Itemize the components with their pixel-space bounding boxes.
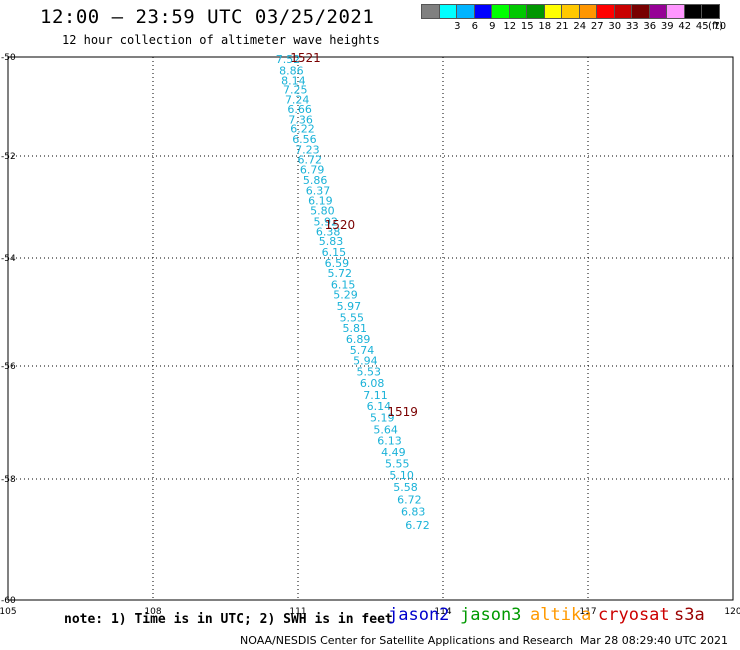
swh-point-label: 5.81 bbox=[342, 322, 367, 335]
swh-point-label: 6.56 bbox=[292, 133, 317, 146]
swh-point-label: 5.53 bbox=[356, 366, 381, 379]
y-tick-label: -60 bbox=[1, 596, 16, 606]
x-tick-label: 108 bbox=[144, 607, 161, 617]
x-tick-label: 105 bbox=[0, 607, 17, 617]
legend-cryosat: cryosat bbox=[598, 605, 670, 625]
scale-label: 70 bbox=[713, 21, 727, 32]
x-tick-label: 117 bbox=[579, 607, 596, 617]
scale-label: 36 bbox=[643, 21, 657, 32]
scale-label: 6 bbox=[471, 21, 478, 32]
swh-point-label: 6.08 bbox=[360, 377, 385, 390]
time-label: 1519 bbox=[387, 405, 418, 419]
swh-point-label: 6.72 bbox=[397, 494, 422, 507]
swh-point-label: 5.29 bbox=[333, 289, 358, 302]
swh-point-label: 6.83 bbox=[401, 506, 426, 519]
chart-subtitle: 12 hour collection of altimeter wave hei… bbox=[62, 33, 380, 47]
swh-point-label: 5.55 bbox=[385, 458, 410, 471]
scale-label: 12 bbox=[503, 21, 517, 32]
x-tick-label: 114 bbox=[434, 607, 451, 617]
swh-point-label: 5.92 bbox=[313, 215, 338, 228]
time-label: 1521 bbox=[290, 51, 321, 65]
credit-line: NOAA/NESDIS Center for Satellite Applica… bbox=[240, 634, 574, 647]
swh-point-label: 5.10 bbox=[389, 469, 414, 482]
swh-point-label: 5.72 bbox=[327, 267, 352, 280]
x-tick-label: 111 bbox=[289, 607, 306, 617]
scale-label: 18 bbox=[538, 21, 552, 32]
swh-point-label: 6.79 bbox=[300, 163, 325, 176]
swh-point-label: 6.66 bbox=[287, 103, 312, 116]
swh-point-label: 8.86 bbox=[279, 64, 304, 77]
swh-point-label: 7.11 bbox=[363, 389, 388, 402]
y-tick-label: -54 bbox=[1, 254, 16, 264]
swh-point-label: 6.72 bbox=[405, 519, 430, 532]
swh-point-label: 5.74 bbox=[350, 344, 375, 357]
swh-point-label: 6.37 bbox=[306, 185, 331, 198]
legend-s3a: s3a bbox=[674, 605, 705, 625]
legend-jason3: jason3 bbox=[460, 605, 522, 625]
wave-height-color-scale: 3 6 9 12 15 18 21 24 27 30 33 36 39 42 45 70 (ft) bbox=[421, 4, 731, 34]
plot-frame bbox=[7, 56, 734, 601]
swh-point-label: 7.23 bbox=[295, 144, 320, 157]
swh-point-label: 4.49 bbox=[381, 446, 406, 459]
scale-label: 30 bbox=[608, 21, 622, 32]
swh-point-label: 6.22 bbox=[290, 122, 315, 135]
swh-point-label: 5.94 bbox=[353, 355, 378, 368]
footer-note: note: 1) Time is in UTC; 2) SWH is in fe… bbox=[64, 612, 393, 627]
swh-point-label: 6.72 bbox=[298, 154, 323, 167]
scale-label: 33 bbox=[625, 21, 639, 32]
swh-point-label: 6.19 bbox=[308, 194, 333, 207]
x-tick-label: 120 bbox=[724, 607, 740, 617]
scale-label: 24 bbox=[573, 21, 587, 32]
swh-point-label: 5.58 bbox=[393, 481, 418, 494]
swh-point-label: 6.15 bbox=[322, 246, 347, 259]
swh-point-label: 8.14 bbox=[281, 74, 306, 87]
swh-point-label: 5.97 bbox=[337, 300, 362, 313]
swh-point-label: 5.83 bbox=[319, 235, 344, 248]
chart-title: 12:00 – 23:59 UTC 03/25/2021 bbox=[40, 6, 375, 28]
swh-point-label: 5.64 bbox=[373, 423, 398, 436]
swh-point-label: 7.24 bbox=[285, 94, 310, 107]
swh-point-label: 5.19 bbox=[370, 411, 395, 424]
scale-label: 42 bbox=[678, 21, 692, 32]
swh-point-label: 7.25 bbox=[283, 84, 308, 97]
scale-label: 39 bbox=[660, 21, 674, 32]
scale-label: 9 bbox=[489, 21, 496, 32]
time-label: 1520 bbox=[325, 218, 356, 232]
swh-point-label: 7.36 bbox=[288, 113, 313, 126]
swh-point-label: 7.52 bbox=[276, 53, 301, 66]
y-tick-label: -56 bbox=[1, 362, 16, 372]
generation-timestamp: Mar 28 08:29:40 UTC 2021 bbox=[580, 634, 728, 647]
scale-unit: (ft) bbox=[708, 21, 724, 32]
legend-jason2: jason2 bbox=[388, 605, 450, 625]
scale-swatch bbox=[701, 4, 720, 19]
y-tick-label: -50 bbox=[1, 53, 16, 63]
scale-label: 15 bbox=[520, 21, 534, 32]
legend-altika: altika bbox=[530, 605, 592, 625]
swh-point-label: 6.13 bbox=[377, 435, 402, 448]
swh-point-label: 6.89 bbox=[346, 333, 371, 346]
y-tick-label: -52 bbox=[1, 152, 16, 162]
swh-point-label: 6.15 bbox=[331, 278, 356, 291]
swh-point-label: 6.14 bbox=[367, 400, 392, 413]
swh-point-label: 5.86 bbox=[303, 174, 328, 187]
swh-point-label: 6.59 bbox=[325, 257, 350, 270]
scale-label: 3 bbox=[454, 21, 461, 32]
y-tick-label: -58 bbox=[1, 475, 16, 485]
swh-point-label: 6.38 bbox=[316, 225, 341, 238]
scale-label: 27 bbox=[590, 21, 604, 32]
swh-point-label: 5.80 bbox=[310, 205, 335, 218]
scale-label: 21 bbox=[555, 21, 569, 32]
swh-point-label: 5.55 bbox=[340, 311, 365, 324]
scale-label: 45 bbox=[695, 21, 709, 32]
